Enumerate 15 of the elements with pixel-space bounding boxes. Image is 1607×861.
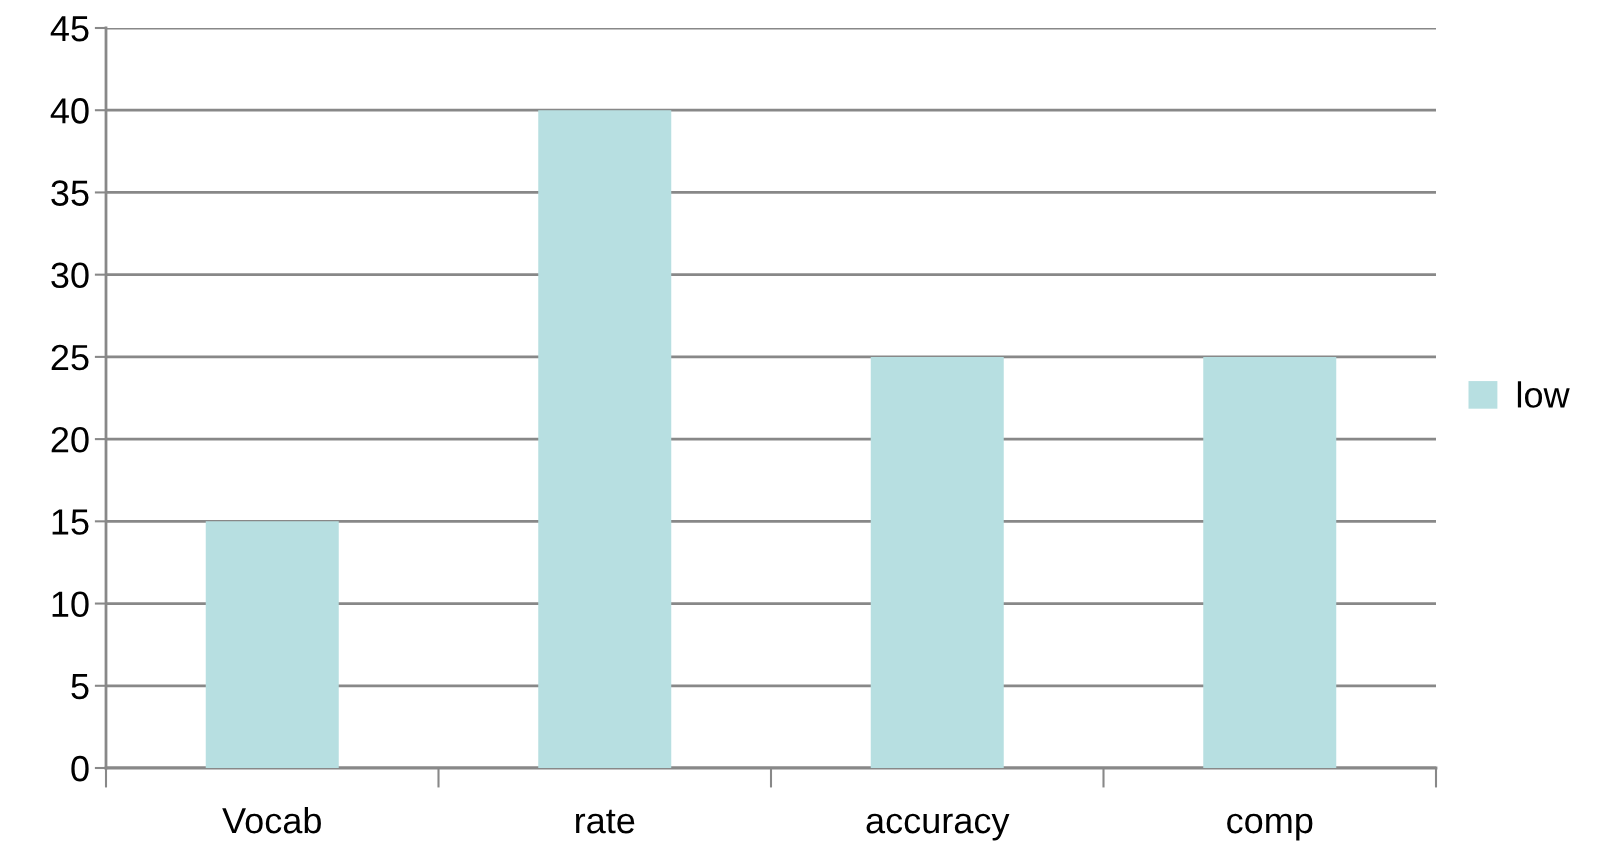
y-tick-label: 5 — [71, 674, 89, 700]
y-tick-label: 10 — [52, 591, 89, 617]
y-tick-label: 40 — [50, 98, 89, 124]
x-tick-label: Vocab — [222, 806, 321, 834]
y-tick-label: 25 — [51, 344, 89, 371]
y-tick-label: 0 — [71, 755, 89, 782]
x-tick-label: rate — [576, 809, 635, 834]
x-tick-label: accuracy — [866, 813, 1010, 841]
y-tick-label: 35 — [51, 180, 89, 206]
legend-label: low — [1517, 381, 1570, 408]
y-tick-label: 30 — [51, 262, 89, 289]
y-tick-label: 20 — [51, 426, 89, 453]
y-tick-label: 45 — [50, 16, 89, 42]
y-tick-label: 15 — [52, 509, 89, 535]
x-tick-label: comp — [1227, 813, 1313, 841]
